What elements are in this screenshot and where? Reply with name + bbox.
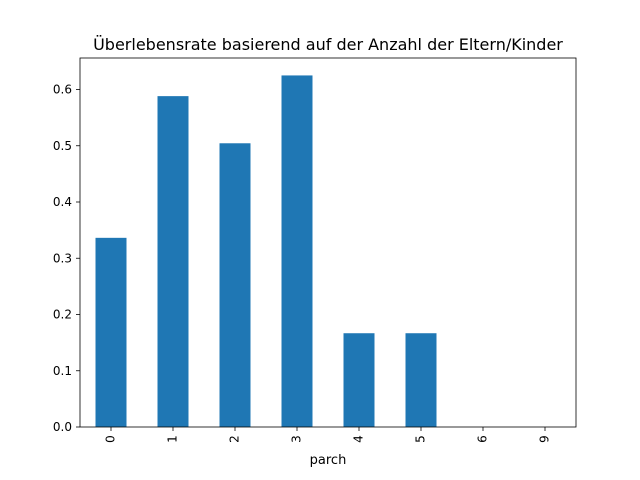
x-tick-label: 0: [104, 435, 118, 443]
x-axis: 0 1 2 3 4 5 6 9: [104, 427, 552, 443]
y-tick-label: 0.3: [53, 251, 72, 265]
chart-title: Überlebensrate basierend auf der Anzahl …: [93, 35, 563, 54]
x-tick-label: 3: [290, 435, 304, 443]
x-tick-label: 4: [352, 435, 366, 443]
y-tick-label: 0.0: [53, 420, 72, 434]
bar-3: [281, 75, 313, 427]
bar-2: [219, 143, 251, 427]
y-axis: 0.0 0.1 0.2 0.3 0.4 0.5 0.6: [53, 83, 80, 434]
y-tick-label: 0.1: [53, 364, 72, 378]
bar-0: [95, 237, 127, 427]
bar-4: [343, 333, 375, 427]
x-tick-label: 9: [538, 435, 552, 443]
bar-5: [405, 333, 437, 427]
y-tick-label: 0.6: [53, 83, 72, 97]
x-tick-label: 6: [476, 435, 490, 443]
y-tick-label: 0.2: [53, 308, 72, 322]
y-tick-label: 0.4: [53, 195, 72, 209]
bar-1: [157, 96, 189, 427]
x-axis-label: parch: [310, 453, 347, 468]
x-tick-label: 2: [228, 435, 242, 443]
bars-group: [95, 75, 437, 427]
plot-frame: [79, 57, 577, 428]
y-tick-label: 0.5: [53, 139, 72, 153]
x-tick-label: 1: [166, 435, 180, 443]
x-tick-label: 5: [414, 435, 428, 443]
